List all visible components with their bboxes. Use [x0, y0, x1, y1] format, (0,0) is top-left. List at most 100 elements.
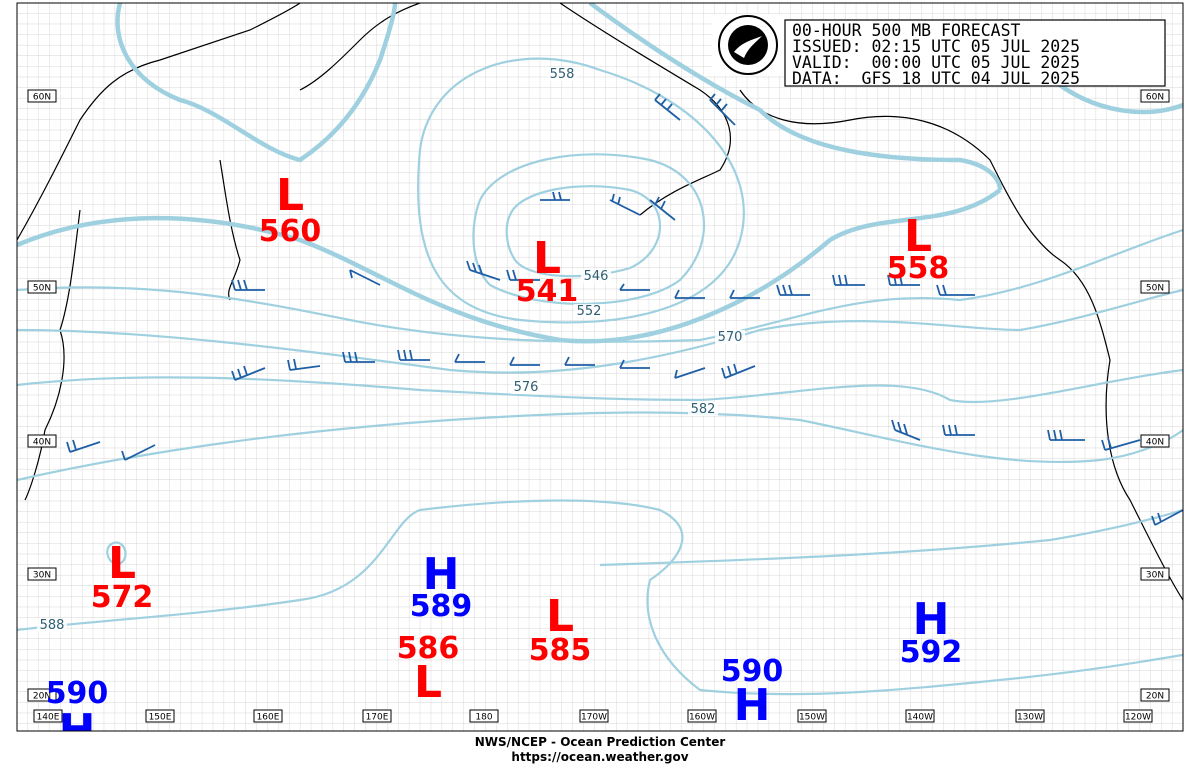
center-value: 541 — [516, 274, 579, 309]
center-letter: L — [414, 657, 442, 708]
isohypse — [17, 411, 1183, 482]
contour-label-bg — [37, 618, 67, 632]
map-area: 60N 60N 50N 50N 40N 40N 30N 30N 20N 20N 140E 150E 16… — [17, 3, 1183, 756]
center-letter: H — [423, 549, 460, 600]
longitude-label: 160E — [257, 713, 280, 723]
contour-label-bg — [715, 330, 745, 344]
latitude-label-group: 20N — [27, 688, 57, 702]
latitude-label-box — [27, 89, 57, 103]
longitude-label-box — [253, 709, 283, 723]
longitude-label: 150E — [149, 713, 172, 723]
center-value: 560 — [259, 214, 322, 249]
longitude-label: 140W — [907, 713, 933, 723]
center-letter: L — [276, 170, 304, 221]
longitude-label-group: 160E — [253, 709, 283, 723]
header-line: DATA: GFS 18 UTC 04 JUL 2025 — [792, 69, 1080, 88]
isohypse — [588, 3, 1003, 191]
latitude-label-box — [27, 280, 57, 294]
contour-label-bg — [581, 269, 611, 283]
longitude-label: 150W — [799, 713, 825, 723]
longitude-label-group: 170E — [362, 709, 392, 723]
latitude-label-box — [27, 567, 57, 581]
coastline — [219, 159, 241, 301]
contour-label-bg — [574, 304, 604, 318]
longitude-label-group: 140W — [905, 709, 935, 723]
footer-line: https://ocean.weather.gov — [511, 750, 688, 764]
longitude-label: 160W — [689, 713, 715, 723]
longitude-label: 170W — [581, 713, 607, 723]
longitude-label: 130W — [1017, 713, 1043, 723]
longitude-label-box — [687, 709, 717, 723]
isohypse — [599, 508, 1183, 567]
longitude-label: 170E — [366, 713, 389, 723]
footer-line: NWS/NCEP - Ocean Prediction Center — [475, 735, 726, 749]
center-value: 589 — [410, 589, 473, 624]
center-value: 585 — [529, 633, 592, 668]
longitude-label-group: 180 — [469, 709, 499, 723]
latitude-label-group: 60N — [1140, 89, 1170, 103]
header-line: VALID: 00:00 UTC 05 JUL 2025 — [792, 53, 1080, 72]
longitude-label-group: 170W — [579, 709, 609, 723]
center-letter: H — [59, 705, 96, 756]
longitude-label-box — [1123, 709, 1153, 723]
contour-label-bg — [688, 402, 718, 416]
latitude-label-group: 50N — [27, 280, 57, 294]
center-letter: L — [108, 538, 136, 589]
contour-label-bg — [547, 67, 577, 81]
contour-label: 558 — [550, 67, 575, 82]
latitude-label: 50N — [33, 284, 51, 294]
center-letter: L — [533, 233, 561, 284]
longitude-label-group: 120W — [1123, 709, 1153, 723]
coastline — [24, 209, 81, 501]
coastline — [299, 3, 421, 91]
isohypse — [472, 153, 705, 306]
contour-label: 576 — [514, 380, 539, 395]
longitude-label-group: 150E — [145, 709, 175, 723]
latitude-label-group: 20N — [1140, 688, 1170, 702]
latitude-label-group: 30N — [27, 567, 57, 581]
center-letter: L — [904, 211, 932, 262]
longitude-label-group: 140E — [33, 709, 63, 723]
coastline — [739, 89, 1183, 601]
isohypse — [505, 185, 662, 278]
latitude-label: 30N — [1146, 571, 1164, 581]
latitude-label-box — [1140, 567, 1170, 581]
center-value: 590 — [721, 654, 784, 689]
coastline — [17, 3, 301, 241]
header-line: 00-HOUR 500 MB FORECAST — [792, 21, 1021, 40]
latitude-label-group: 50N — [1140, 280, 1170, 294]
longitude-label-box — [905, 709, 935, 723]
contour-label-bg — [511, 380, 541, 394]
isohypse — [17, 368, 1183, 404]
header-box — [784, 19, 1166, 87]
latitude-label-box — [27, 434, 57, 448]
latitude-label-group: 40N — [1140, 434, 1170, 448]
longitude-label-box — [145, 709, 175, 723]
longitude-label-box — [33, 709, 63, 723]
center-value: 558 — [887, 251, 950, 286]
contour-label: 588 — [40, 618, 65, 633]
header-line: ISSUED: 02:15 UTC 05 JUL 2025 — [792, 37, 1080, 56]
latitude-label: 20N — [33, 692, 51, 702]
latitude-label-box — [1140, 280, 1170, 294]
longitude-label: 120W — [1125, 713, 1151, 723]
longitude-label-box — [797, 709, 827, 723]
latitude-label-box — [27, 688, 57, 702]
isohypse — [17, 288, 1183, 374]
isohypse — [17, 188, 1002, 344]
contour-label: 546 — [584, 269, 609, 284]
latitude-label-box — [1140, 89, 1170, 103]
longitude-label-group: 150W — [797, 709, 827, 723]
contour-label: 582 — [691, 402, 716, 417]
center-value: 572 — [91, 580, 154, 615]
longitude-label: 180 — [475, 713, 492, 723]
center-letter: L — [546, 591, 574, 642]
center-value: 592 — [900, 635, 963, 670]
latitude-label-group: 60N — [27, 89, 57, 103]
isohypse — [17, 499, 1183, 696]
center-value: 590 — [46, 676, 109, 711]
isohypse — [115, 3, 398, 163]
longitude-label-box — [579, 709, 609, 723]
